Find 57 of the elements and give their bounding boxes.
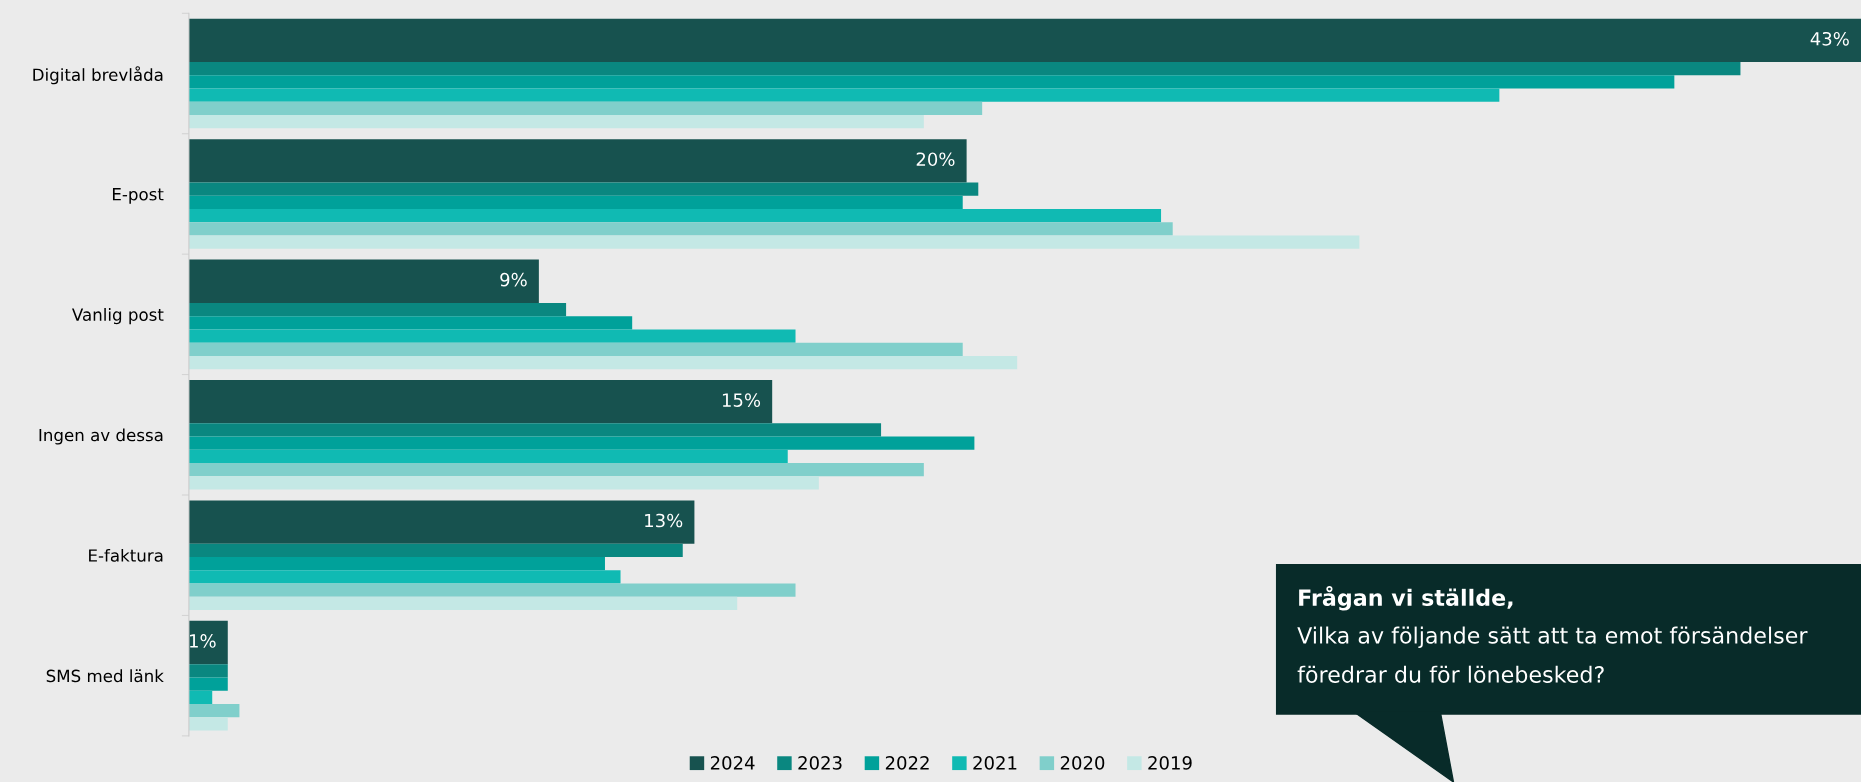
legend-label: 2019 [1148,756,1192,770]
bar [188,355,1018,370]
annotation: Vilka av följande sätt att ta emot försändelser [1297,626,1808,649]
y-tick-label: Digital brevlåda [33,66,163,85]
legend-label: 2024 [710,756,755,770]
bar [188,195,963,209]
bar [188,570,621,584]
bar [188,235,1360,249]
data-label: 43% [1810,31,1849,46]
bar [188,88,1500,102]
legend-label: 2023 [798,756,842,770]
legend-label: 2021 [973,756,1017,770]
data-label: 15% [722,393,761,407]
y-tick-label: E-post [112,188,164,204]
bar [188,329,796,343]
bar [188,302,567,317]
bar [188,139,967,183]
bar [188,423,882,437]
bar [188,222,1173,236]
bar [188,18,1861,63]
bar [188,620,228,665]
data-label: 1% [190,634,216,648]
bar [188,703,240,718]
bar [188,62,1741,76]
bar [188,543,683,558]
bar [188,664,228,678]
bar [188,596,738,611]
annotation: Frågan vi ställde, [1299,585,1513,611]
bar [188,342,963,356]
bar [188,717,228,731]
bar [188,101,983,116]
bar [188,463,924,477]
bar [188,500,695,544]
bar [188,75,1675,89]
y-tick-label: E-faktura [89,548,163,562]
bar [188,259,539,303]
legend-label: 2020 [1060,756,1105,770]
bar [188,380,773,424]
data-label: 13% [645,513,683,528]
data-label: 20% [916,152,955,167]
y-tick-label: SMS med länk [46,669,164,683]
y-tick-label: Ingen av dessa [39,428,163,445]
bar [188,583,796,597]
bar [188,436,975,450]
bar [188,182,979,196]
bar [188,476,819,490]
bar [188,316,633,330]
annotation: föredrar du för lönebesked? [1297,665,1604,683]
legend-label: 2022 [885,756,929,770]
bar [188,557,605,571]
bar [188,690,213,704]
bar [188,449,788,464]
bar [188,115,924,129]
bar [188,208,1162,223]
data-label: 9% [500,272,527,287]
bar [188,677,228,691]
y-tick-label: Vanlig post [72,308,164,325]
